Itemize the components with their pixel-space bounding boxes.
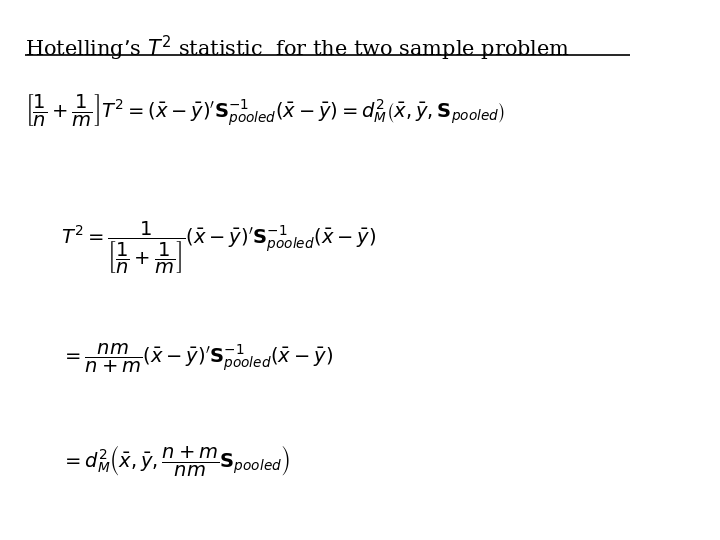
Text: $= \dfrac{nm}{n+m}\left(\bar{x}-\bar{y}\right)'\mathbf{S}^{-1}_{pooled}\left(\ba: $= \dfrac{nm}{n+m}\left(\bar{x}-\bar{y}\… bbox=[60, 342, 333, 375]
Text: Hotelling’s $T^2$ statistic  for the two sample problem: Hotelling’s $T^2$ statistic for the two … bbox=[25, 33, 571, 63]
Text: $\left[\dfrac{1}{n}+\dfrac{1}{m}\right]T^2 = \left(\bar{x}-\bar{y}\right)'\mathb: $\left[\dfrac{1}{n}+\dfrac{1}{m}\right]T… bbox=[25, 92, 505, 128]
Text: $T^2 = \dfrac{1}{\left[\dfrac{1}{n}+\dfrac{1}{m}\right]}\left(\bar{x}-\bar{y}\ri: $T^2 = \dfrac{1}{\left[\dfrac{1}{n}+\dfr… bbox=[60, 219, 376, 275]
Text: $= d^2_M\left(\bar{x},\bar{y},\dfrac{n+m}{nm}\mathbf{S}_{pooled}\right)$: $= d^2_M\left(\bar{x},\bar{y},\dfrac{n+m… bbox=[60, 443, 290, 478]
